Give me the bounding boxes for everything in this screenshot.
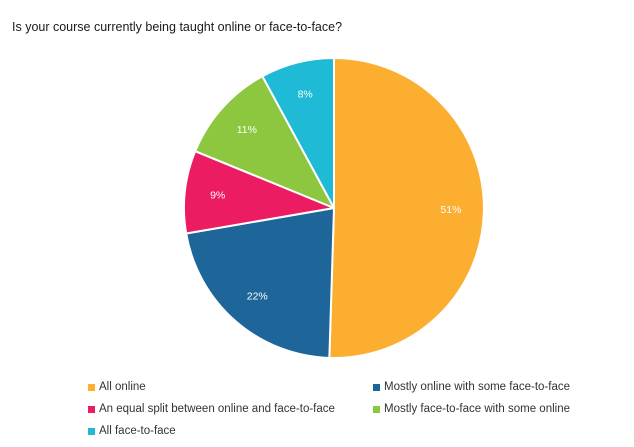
chart-title: Is your course currently being taught on…: [12, 20, 343, 34]
legend-label: All online: [99, 381, 146, 393]
pie-slices: [183, 57, 485, 359]
pie-labels: 51% 22% 9% 11% 8%: [210, 89, 461, 303]
legend-swatch: [88, 427, 95, 435]
legend-item-all-face-to-face[interactable]: All face-to-face: [88, 425, 176, 437]
pie-slice-label-0: 51%: [440, 204, 461, 216]
legend-item-mostly-online[interactable]: Mostly online with some face-to-face: [373, 381, 570, 393]
legend-swatch: [373, 405, 380, 413]
legend-label: Mostly online with some face-to-face: [384, 381, 570, 393]
pie-slice-label-1: 22%: [247, 290, 268, 302]
legend-swatch: [373, 383, 380, 391]
pie-slice-1[interactable]: [185, 207, 335, 359]
legend-label: An equal split between online and face-t…: [99, 403, 335, 415]
pie-slice-label-2: 9%: [210, 189, 225, 201]
pie-slice-label-3: 11%: [237, 124, 257, 136]
legend-label: All face-to-face: [99, 425, 176, 437]
pie-slice-3[interactable]: [194, 75, 335, 209]
pie-slice-2[interactable]: [183, 150, 335, 235]
pie-slice-0[interactable]: [328, 57, 485, 359]
legend-item-all-online[interactable]: All online: [88, 381, 146, 393]
pie-slice-label-4: 8%: [298, 89, 313, 101]
legend-item-mostly-face-to-face[interactable]: Mostly face-to-face with some online: [373, 403, 570, 415]
pie-slice-4[interactable]: [261, 57, 335, 209]
legend-item-equal-split[interactable]: An equal split between online and face-t…: [88, 403, 335, 415]
legend-swatch: [88, 405, 95, 413]
legend-swatch: [88, 383, 95, 391]
legend-label: Mostly face-to-face with some online: [384, 403, 570, 415]
